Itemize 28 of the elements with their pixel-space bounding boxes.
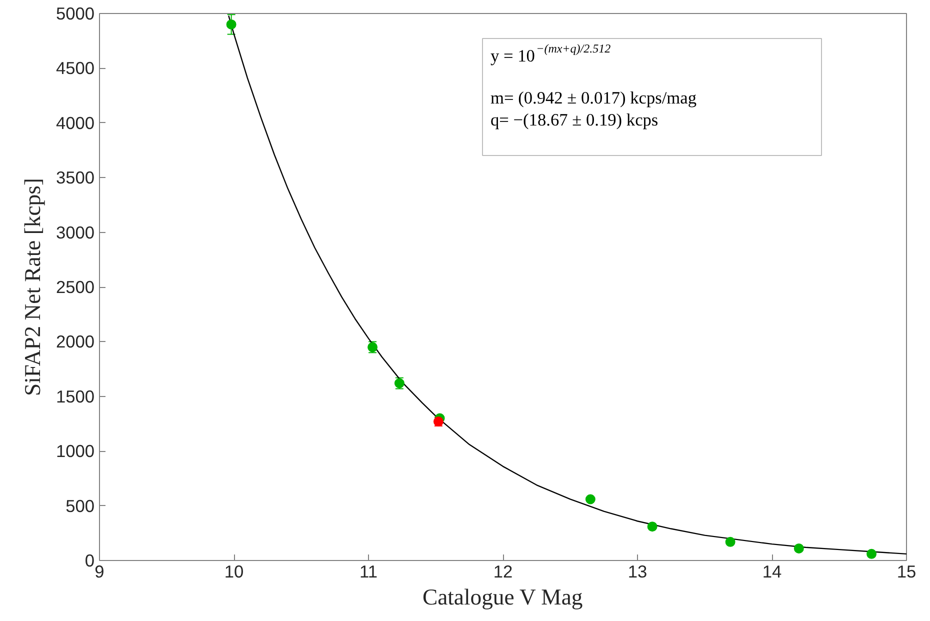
- x-axis-title: Catalogue V Mag: [422, 584, 583, 610]
- y-tick-label: 0: [84, 550, 95, 570]
- annotation: q= −(18.67 ± 0.19) kcps: [490, 110, 658, 130]
- y-tick-label: 4500: [56, 58, 95, 78]
- y-tick-label: 2000: [56, 332, 95, 352]
- y-axis-title: SiFAP2 Net Rate [kcps]: [20, 178, 45, 396]
- y-tick-label: 3500: [56, 168, 95, 188]
- x-tick-label: 11: [360, 562, 378, 582]
- x-tick-label: 14: [762, 562, 782, 582]
- point: [866, 548, 877, 559]
- y-tick-label: 1500: [56, 386, 95, 406]
- point: [585, 494, 596, 504]
- y-tick-label: 4000: [56, 112, 95, 133]
- point: [725, 536, 736, 547]
- y-tick-label: 5000: [56, 4, 95, 24]
- y-tick-label: 3000: [56, 222, 95, 242]
- x-tick-label: 9: [94, 562, 104, 582]
- x-tick-label: 13: [628, 562, 648, 582]
- point: [794, 543, 804, 554]
- y-tick-label: 2500: [56, 277, 95, 297]
- x-tick-label: 12: [493, 562, 513, 582]
- point: [647, 522, 658, 532]
- y-tick-label: 1000: [56, 441, 95, 462]
- annotation: m= (0.942 ± 0.017) kcps/mag: [490, 88, 697, 108]
- x-tick-label: 15: [896, 562, 916, 582]
- y-tick-label: 500: [66, 496, 95, 516]
- x-tick-label: 10: [224, 562, 244, 582]
- point: [226, 19, 236, 30]
